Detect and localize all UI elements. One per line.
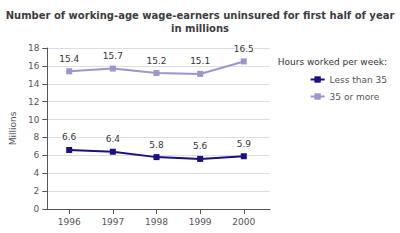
svg-text:15.2: 15.2: [146, 56, 166, 66]
svg-text:6: 6: [34, 150, 40, 160]
svg-text:1998: 1998: [145, 217, 168, 227]
svg-text:1996: 1996: [58, 217, 81, 227]
svg-text:6.6: 6.6: [62, 132, 77, 142]
svg-text:Millions: Millions: [8, 111, 18, 145]
svg-text:15.4: 15.4: [59, 54, 79, 64]
svg-text:5.8: 5.8: [149, 140, 164, 150]
svg-text:Hours worked per week:: Hours worked per week:: [278, 57, 387, 67]
svg-text:16: 16: [28, 61, 40, 71]
svg-text:15.1: 15.1: [190, 56, 210, 66]
svg-text:1999: 1999: [189, 217, 212, 227]
svg-text:Number of working-age wage-ear: Number of working-age wage-earners unins…: [6, 10, 395, 21]
svg-text:14: 14: [28, 79, 40, 89]
svg-text:Less than 35: Less than 35: [330, 75, 387, 85]
svg-text:2000: 2000: [232, 217, 255, 227]
svg-text:10: 10: [28, 115, 40, 125]
svg-text:5.6: 5.6: [193, 141, 208, 151]
svg-text:4: 4: [34, 168, 40, 178]
svg-text:1997: 1997: [101, 217, 124, 227]
svg-text:in millions: in millions: [171, 23, 229, 34]
svg-text:18: 18: [28, 43, 40, 53]
svg-text:8: 8: [34, 132, 40, 142]
svg-text:2: 2: [34, 186, 40, 196]
svg-text:5.9: 5.9: [237, 139, 252, 149]
svg-text:12: 12: [28, 97, 39, 107]
svg-text:15.7: 15.7: [103, 51, 123, 61]
svg-text:0: 0: [34, 204, 40, 214]
svg-text:16.5: 16.5: [234, 44, 254, 54]
svg-text:35 or more: 35 or more: [330, 92, 380, 102]
svg-text:6.4: 6.4: [106, 134, 121, 144]
